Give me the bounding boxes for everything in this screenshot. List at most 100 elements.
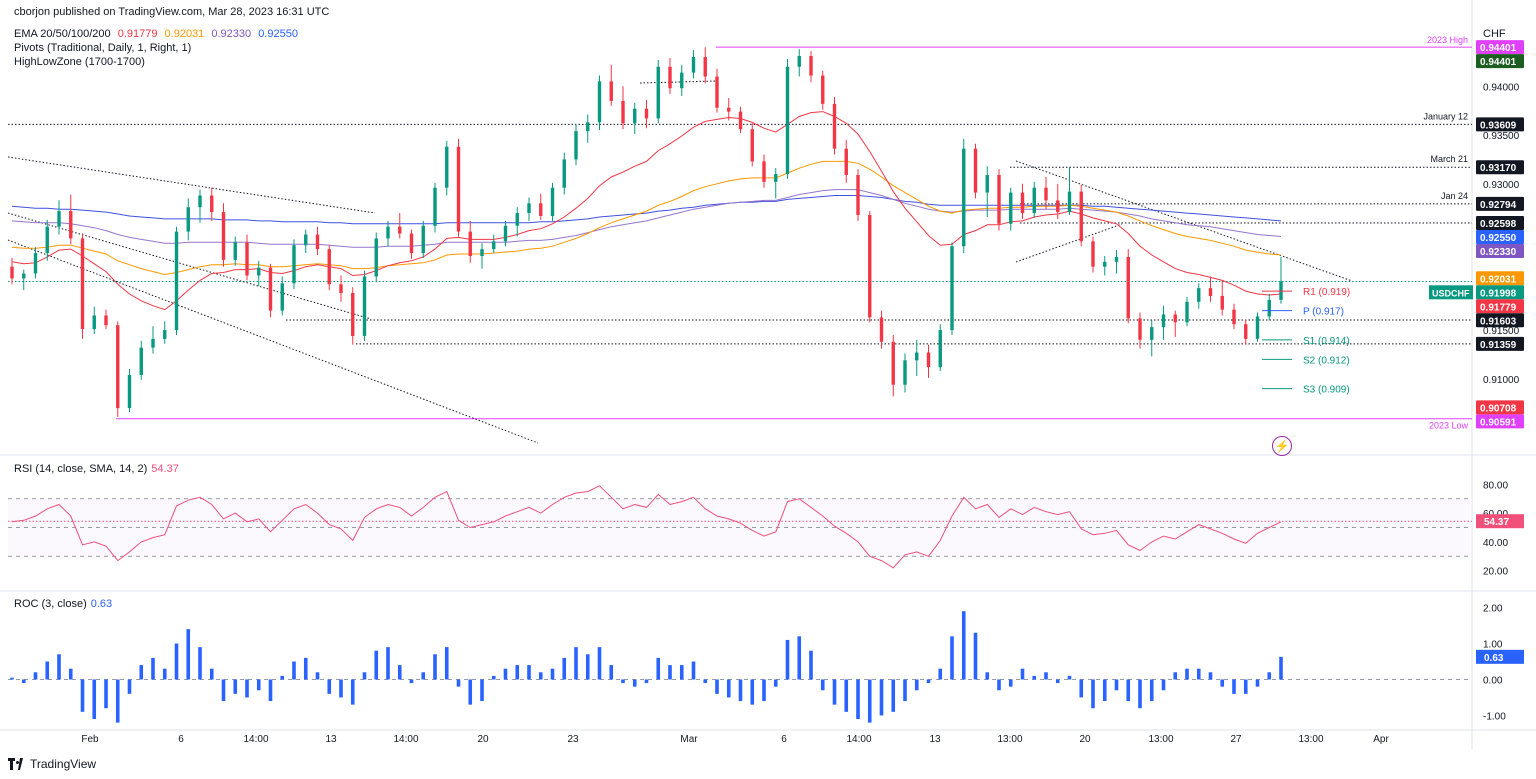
roc-bar [1114,679,1119,691]
price-axis-badge: 0.91998 [1476,285,1524,300]
candle [92,306,96,334]
candle [1126,249,1130,324]
roc-bar [691,661,696,680]
y-tick-label: 0.94000 [1483,82,1520,93]
candle [57,200,61,235]
candle [762,154,766,188]
roc-bar [1279,656,1283,680]
candle [421,220,425,258]
roc-bar [961,611,966,680]
trend-line [639,80,717,84]
x-tick-label: 13 [325,734,337,745]
candle-body [727,107,731,112]
price-axis-badge: 0.91359 [1476,336,1524,351]
trend-line [7,239,539,444]
rsi-badge: 54.37 [1484,517,1509,528]
badge-text: 0.91779 [1480,302,1517,313]
ema100-value: 0.92330 [211,28,252,40]
tradingview-logo-icon [8,758,24,770]
candle-body [750,129,754,162]
pivot-label: P (0.917) [1303,307,1344,318]
pivots-legend[interactable]: Pivots (Traditional, Daily, 1, Right, 1) [14,42,192,54]
candle-body [621,100,625,124]
price-axis-badge: 0.92550 [1476,230,1524,245]
badge-text: 0.92598 [1480,219,1517,230]
roc-bar [303,657,308,680]
badge-text: 0.90708 [1480,403,1517,414]
candle [163,321,167,344]
roc-bar [679,665,684,680]
ema50-value: 0.92031 [164,28,205,40]
roc-bar [950,636,954,680]
roc-bar [1138,679,1142,709]
roc-bar [68,668,73,680]
candle-body [280,283,284,311]
candle [962,138,966,254]
candle-body [656,66,660,119]
candle [233,236,237,266]
candle-body [938,330,942,368]
candle [174,226,179,335]
candle [656,59,660,124]
candle [856,169,860,221]
candle-body [1244,324,1248,339]
roc-bar [45,661,50,680]
roc-bar [421,672,426,680]
roc-tick-label: 0.00 [1483,675,1503,686]
badge-bg [1476,244,1524,259]
roc-bar [773,679,778,687]
rsi-legend[interactable]: RSI (14, close, SMA, 14, 2) 54.37 [14,463,179,475]
candle [950,242,954,335]
x-tick-label: 27 [1230,734,1242,745]
roc-bar [233,679,238,694]
candle [327,245,331,291]
candle-body [1208,288,1213,296]
roc-bar [621,679,625,684]
candle-body [33,253,38,274]
roc-legend[interactable]: ROC (3, close) 0.63 [14,598,113,610]
candle [374,232,378,283]
roc-bar [1255,679,1260,687]
candle [210,187,214,221]
roc-bar [480,679,484,702]
candle-body [644,108,649,119]
lightning-icon[interactable]: ⚡ [1272,436,1292,456]
candle [186,198,190,241]
roc-bar [374,650,379,680]
roc-bar [1008,679,1013,687]
candle-body [456,146,461,232]
roc-bar [585,654,590,680]
candle [821,70,825,110]
candle-body [1091,241,1095,267]
candle [351,287,355,345]
price-axis-badge: 0.91603 [1476,313,1524,328]
candle [22,269,26,291]
candle-body [1197,288,1201,302]
badge-bg [1476,285,1524,300]
candle-body [821,75,825,104]
candle [891,334,895,397]
roc-bar [1232,679,1236,694]
roc-bar [1091,679,1095,709]
candle [1173,310,1177,337]
candle-body [1138,318,1142,340]
candle-body [503,225,508,242]
highlow-legend[interactable]: HighLowZone (1700-1700) [14,56,145,68]
badge-text: 0.91603 [1480,316,1517,327]
candle-body [327,249,331,285]
candle-body [80,238,85,330]
candle [574,124,578,166]
x-tick-label: 20 [477,734,489,745]
candle-body [186,207,190,232]
candle [116,321,120,417]
candle [292,239,296,290]
candle [127,369,132,413]
trend-line [7,156,376,214]
roc-bar [1173,672,1178,680]
candle [1009,187,1013,231]
badge-bg [1476,160,1524,175]
badge-bg [1476,414,1524,429]
x-tick-label: 13:00 [1298,734,1323,745]
ema-legend[interactable]: EMA 20/50/100/200 0.91779 0.92031 0.9233… [14,27,302,41]
